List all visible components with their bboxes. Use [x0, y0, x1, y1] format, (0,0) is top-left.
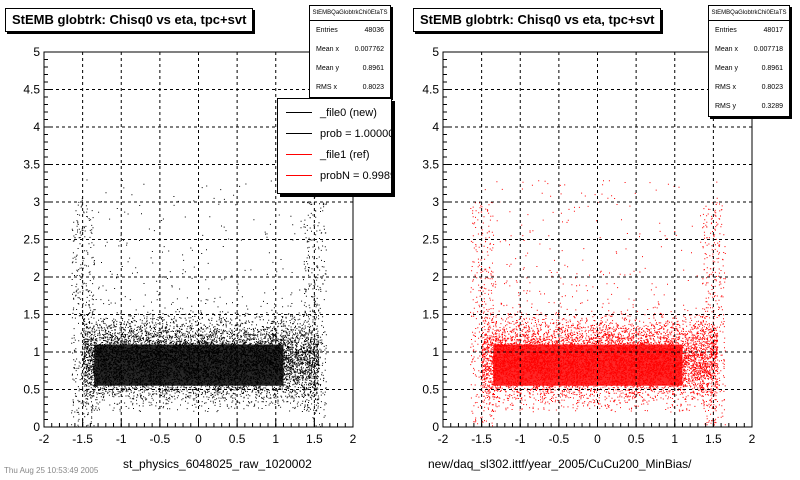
right-stats-row: RMS y 0.3289: [709, 97, 789, 116]
left-y-tick-label: 5: [33, 45, 40, 59]
legend-line-marker: [286, 175, 312, 176]
right-stats-value: 0.8961: [761, 65, 783, 72]
right-x-tick-label: 2: [749, 432, 756, 446]
left-x-tick-label: 0.5: [229, 432, 246, 446]
legend-label: _file0 (new): [320, 106, 377, 119]
left-stats-row: RMS x 0.8023: [310, 78, 390, 97]
legend: _file0 (new) prob = 1.000000 _file1 (ref) p…: [277, 98, 392, 194]
left-scatter-points: [71, 179, 327, 428]
right-x-tick-label: -1: [515, 432, 526, 446]
right-y-tick-label: 4.5: [422, 83, 439, 97]
left-y-tick-label: 0.5: [23, 383, 40, 397]
right-y-tick-label: 0.5: [422, 383, 439, 397]
left-stats-value: 0.8023: [362, 84, 384, 91]
right-stats-row: Entries 48017: [709, 21, 789, 40]
right-y-tick-label: 3.5: [422, 158, 439, 172]
legend-line-marker: [286, 133, 312, 134]
left-x-tick-label: -1.5: [72, 432, 93, 446]
left-stats-label: RMS x: [316, 84, 337, 91]
right-stats-label: RMS y: [715, 103, 736, 110]
right-x-tick-label: 1: [671, 432, 678, 446]
right-x-tick-label: 1.5: [705, 432, 722, 446]
legend-entry: prob = 1.000000: [278, 123, 391, 144]
left-y-tick-label: 3.5: [23, 158, 40, 172]
legend-entry: _file1 (ref): [278, 144, 391, 165]
right-stats-row: RMS x 0.8023: [709, 78, 789, 97]
left-plot-title: StEMB globtrk: Chisq0 vs eta, tpc+svt: [5, 8, 254, 32]
right-stats-row: Mean y 0.8961: [709, 59, 789, 78]
right-stats-label: RMS x: [715, 84, 736, 91]
right-y-tick-label: 5: [432, 45, 439, 59]
left-stats-label: Mean x: [316, 46, 339, 53]
left-x-axis-title: st_physics_6048025_raw_1020002: [123, 457, 312, 471]
right-x-tick-label: -2: [438, 432, 449, 446]
right-plot-title: StEMB globtrk: Chisq0 vs eta, tpc+svt: [413, 8, 662, 32]
legend-entry: _file0 (new): [278, 102, 391, 123]
right-y-tick-label: 2.5: [422, 233, 439, 247]
right-x-tick-label: 0.5: [628, 432, 645, 446]
right-x-axis-title: new/daq_sl302.ittf/year_2005/CuCu200_Min…: [428, 457, 692, 471]
left-y-tick-label: 1.5: [23, 308, 40, 322]
right-stats-row: Mean x 0.007718: [709, 40, 789, 59]
right-scatter-points: [470, 180, 726, 428]
left-stats-label: Entries: [316, 27, 338, 34]
right-stats-value: 0.3289: [761, 103, 783, 110]
left-stats-value: 0.8961: [362, 65, 384, 72]
left-y-tick-label: 1: [33, 345, 40, 359]
right-y-tick-label: 3: [432, 195, 439, 209]
right-y-tick-label: 1.5: [422, 308, 439, 322]
left-x-tick-label: 2: [350, 432, 357, 446]
legend-line-marker: [286, 154, 312, 155]
right-y-tick-label: 1: [432, 345, 439, 359]
left-stats-title: StEMBQaGlobtrkChi0EtaTS: [310, 6, 390, 21]
right-stats-value: 48017: [763, 27, 783, 34]
legend-line-marker: [286, 112, 312, 113]
left-x-tick-label: 1: [272, 432, 279, 446]
left-y-tick-label: 0: [33, 420, 40, 434]
legend-label: _file1 (ref): [320, 148, 370, 161]
left-x-tick-label: 1.5: [306, 432, 323, 446]
left-y-tick-label: 2.5: [23, 233, 40, 247]
left-x-tick-label: 0: [195, 432, 202, 446]
left-y-tick-label: 4: [33, 120, 40, 134]
left-y-tick-label: 2: [33, 270, 40, 284]
left-stats-box: StEMBQaGlobtrkChi0EtaTS Entries 48036 Mean…: [309, 5, 391, 98]
right-stats-label: Entries: [715, 27, 737, 34]
right-stats-label: Mean x: [715, 46, 738, 53]
right-x-tick-label: -1.5: [471, 432, 492, 446]
left-y-tick-label: 4.5: [23, 83, 40, 97]
timestamp-footer: Thu Aug 25 10:53:49 2005: [4, 466, 99, 475]
left-x-tick-label: -0.5: [150, 432, 171, 446]
right-y-tick-label: 0: [432, 420, 439, 434]
right-stats-rows: Entries 48017 Mean x 0.007718 Mean y 0.8961 RM…: [709, 21, 789, 116]
legend-entry: probN = 0.998910: [278, 165, 391, 186]
right-x-tick-label: -0.5: [549, 432, 570, 446]
legend-label: probN = 0.998910: [320, 169, 391, 182]
left-stats-value: 48036: [364, 27, 384, 34]
right-y-tick-label: 2: [432, 270, 439, 284]
left-x-tick-label: -1: [116, 432, 127, 446]
right-y-tick-label: 4: [432, 120, 439, 134]
left-stats-value: 0.007762: [354, 46, 384, 53]
left-y-tick-label: 3: [33, 195, 40, 209]
left-stats-rows: Entries 48036 Mean x 0.007762 Mean y 0.8961 RM…: [310, 21, 390, 97]
right-stats-box: StEMBQaGlobtrkChi0EtaTS Entries 48017 Mean…: [708, 5, 790, 117]
right-stats-value: 0.007718: [753, 46, 783, 53]
right-x-tick-label: 0: [594, 432, 601, 446]
right-stats-value: 0.8023: [761, 84, 783, 91]
left-stats-row: Mean y 0.8961: [310, 59, 390, 78]
legend-label: prob = 1.000000: [320, 127, 391, 140]
left-stats-row: Entries 48036: [310, 21, 390, 40]
left-stats-label: Mean y: [316, 65, 339, 72]
left-x-tick-label: -2: [39, 432, 50, 446]
right-stats-label: Mean y: [715, 65, 738, 72]
right-stats-title: StEMBQaGlobtrkChi0EtaTS: [709, 6, 789, 21]
left-stats-row: Mean x 0.007762: [310, 40, 390, 59]
